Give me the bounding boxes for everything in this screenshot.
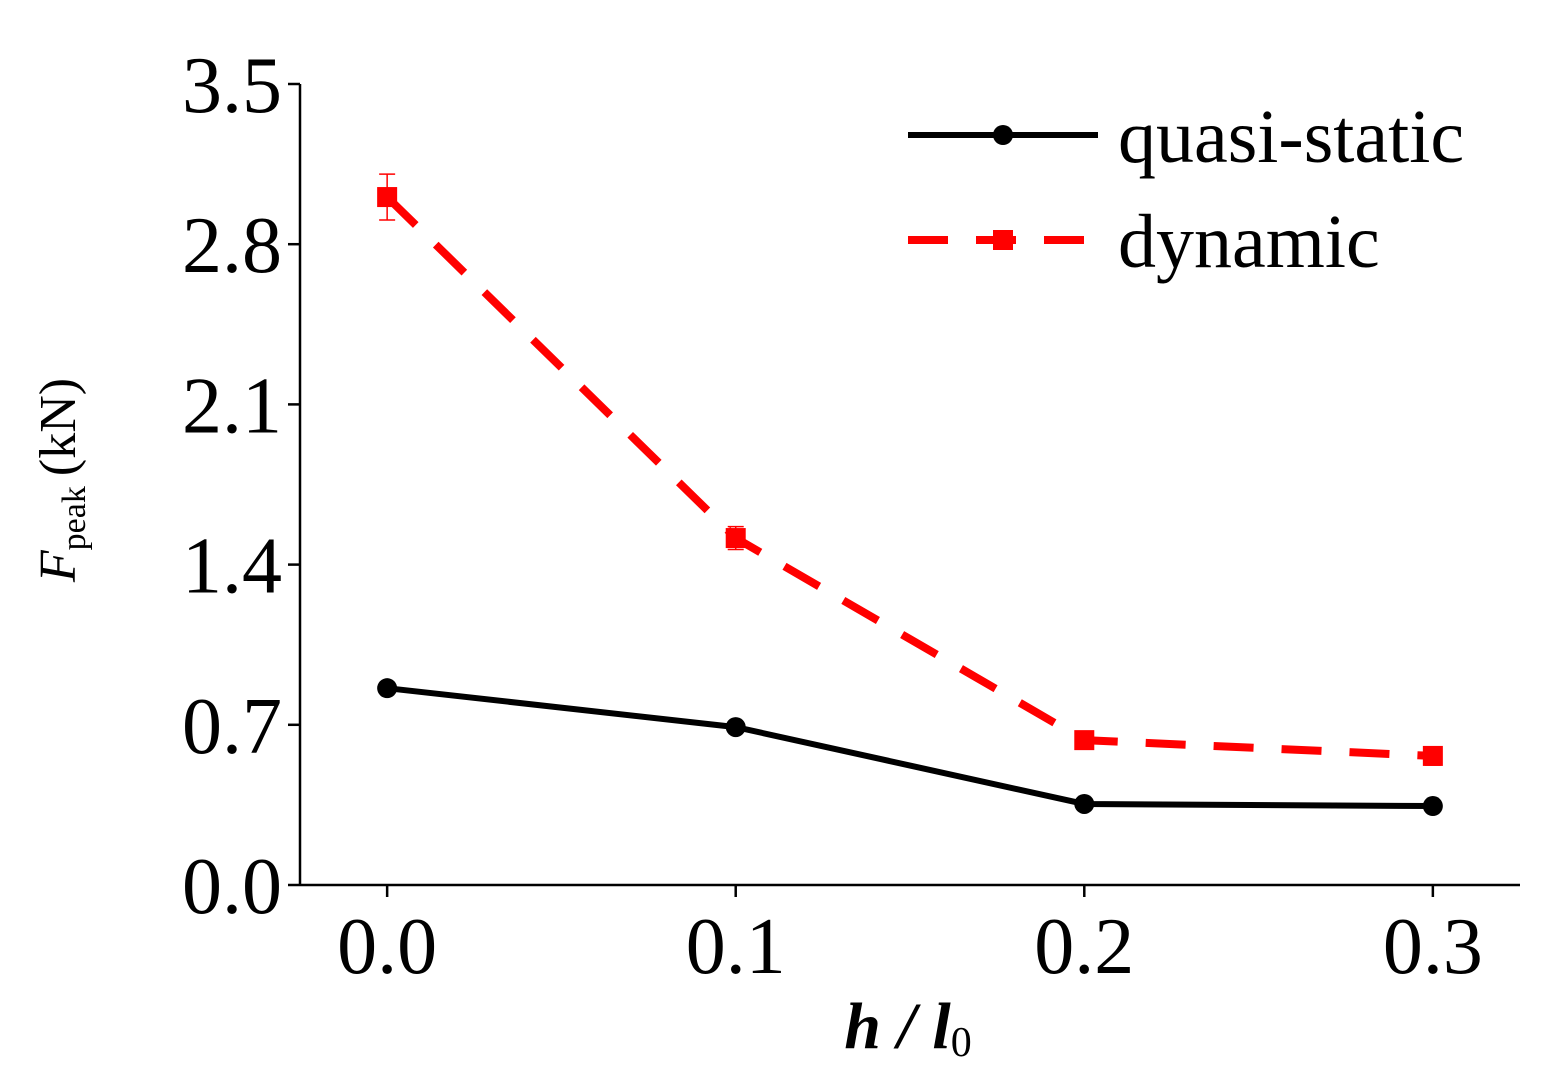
y-tick-label: 3.5 (182, 42, 282, 130)
y-label-symbol: F (30, 549, 87, 583)
x-label-subscript: 0 (951, 1020, 972, 1066)
y-tick-label: 2.8 (182, 202, 282, 290)
legend-label: quasi-static (1118, 95, 1464, 179)
series-line (386, 685, 1433, 810)
legend-label: dynamic (1118, 200, 1380, 284)
legend-marker (993, 230, 1013, 250)
data-point (1422, 745, 1443, 766)
y-tick-label: 1.4 (182, 523, 282, 611)
x-tick-label: 0.3 (1383, 903, 1483, 991)
y-label-subscript: peak (56, 486, 93, 550)
y-tick-label: 0.0 (182, 843, 282, 931)
y-axis-label: Fpeak (kN) (30, 378, 93, 583)
series-line (384, 194, 1434, 760)
x-label-main: h / l (844, 990, 951, 1063)
data-point (1074, 730, 1095, 751)
data-point (725, 528, 746, 549)
data-point (1074, 793, 1095, 814)
data-point (725, 717, 746, 738)
y-tick-label: 0.7 (182, 683, 282, 771)
y-tick-label: 2.1 (182, 362, 282, 450)
x-tick-label: 0.2 (1034, 903, 1134, 991)
data-point (377, 187, 398, 208)
y-label-unit: (kN) (30, 378, 87, 476)
data-point (1422, 796, 1443, 817)
data-point (377, 678, 398, 699)
legend-marker (993, 125, 1013, 145)
x-axis-label: h / l0 (844, 990, 971, 1066)
x-tick-label: 0.1 (686, 903, 786, 991)
x-tick-label: 0.0 (337, 903, 437, 991)
